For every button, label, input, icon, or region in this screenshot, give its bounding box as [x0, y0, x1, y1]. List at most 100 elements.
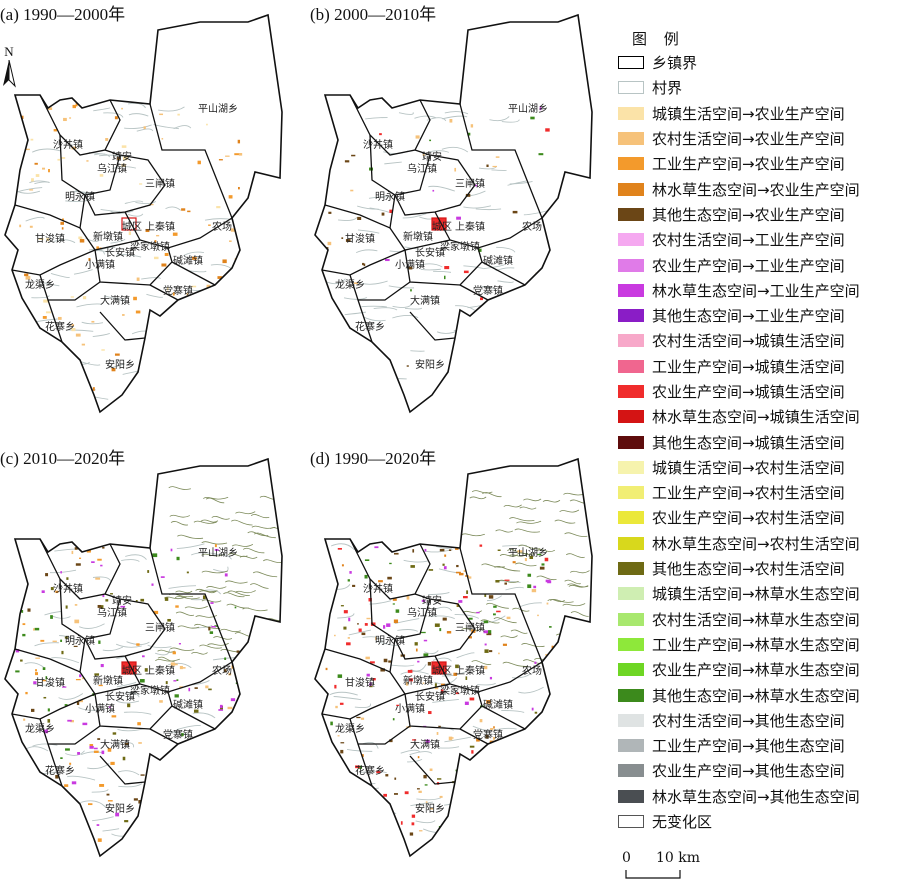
place-label: 党寨镇 [473, 284, 503, 297]
desert-patch [155, 658, 180, 662]
change-patch [407, 266, 413, 270]
village-boundary [127, 213, 144, 217]
place-label: 花寨乡 [355, 320, 385, 333]
village-boundary [102, 828, 120, 832]
change-patch [369, 685, 373, 688]
change-patch [62, 686, 67, 688]
change-patch [35, 174, 40, 177]
change-patch [410, 289, 412, 292]
change-patch [517, 771, 522, 773]
place-label: 碱滩镇 [173, 698, 203, 711]
village-boundary [501, 710, 525, 713]
legend-swatch [618, 815, 644, 829]
desert-patch [589, 649, 592, 653]
change-patch [355, 765, 360, 769]
change-patch [455, 664, 459, 669]
change-patch [425, 739, 430, 744]
change-patch [374, 546, 379, 549]
change-patch [69, 117, 72, 119]
legend-label: 林水草生态空间→其他生态空间 [652, 787, 860, 806]
change-patch [45, 573, 49, 577]
legend-label: 林水草生态空间→农村生活空间 [652, 534, 860, 553]
county-outline [314, 13, 593, 414]
change-patch [468, 576, 472, 579]
change-patch [226, 811, 231, 814]
change-patch [16, 145, 19, 147]
township-boundary [394, 598, 476, 660]
desert-patch [480, 619, 500, 624]
change-patch [481, 784, 486, 787]
change-patch [140, 774, 145, 776]
change-patch [537, 553, 542, 556]
change-patch [57, 158, 61, 161]
legend-swatch [618, 562, 644, 576]
legend-label: 无变化区 [652, 813, 713, 832]
change-patch [392, 598, 397, 601]
change-patch [189, 808, 193, 810]
change-patch [412, 549, 415, 553]
map-panel-d: (d) 1990—2020年 平山湖乡 沙井镇 乌江镇 靖安 三闸镇 明永镇 党寨镇 新墩镇长… [310, 444, 610, 884]
change-patch [139, 679, 145, 683]
change-patch [534, 661, 537, 664]
change-patch [16, 320, 20, 324]
change-patch [469, 697, 475, 701]
change-patch [409, 678, 413, 682]
change-patch [478, 248, 482, 252]
change-patch [341, 359, 346, 363]
change-patch [242, 788, 245, 793]
change-patch [519, 812, 525, 815]
change-patch [74, 619, 80, 624]
change-patch [537, 614, 539, 617]
scale-labels: 0 10 km [622, 850, 722, 868]
village-boundary [144, 838, 164, 843]
change-patch [468, 617, 473, 620]
change-patch [232, 804, 237, 807]
change-patch [436, 732, 439, 735]
change-patch [473, 835, 479, 840]
change-patch [151, 583, 154, 586]
change-patch [196, 371, 200, 374]
legend-label: 其他生态空间→农业生产空间 [652, 205, 845, 224]
change-patch [29, 189, 34, 191]
change-patch [234, 812, 237, 814]
desert-patch [521, 643, 545, 648]
change-patch [493, 605, 497, 608]
legend-item: 农业生产空间→其他生态空间 [618, 758, 900, 783]
change-patch [378, 580, 383, 583]
change-patch [237, 222, 242, 226]
change-patch [105, 599, 109, 602]
legend-swatch [618, 688, 644, 702]
change-patch [101, 750, 105, 755]
change-patch [361, 822, 364, 826]
change-patch [512, 210, 518, 214]
place-label: 农场 [212, 664, 232, 677]
village-boundary [355, 249, 378, 254]
desert-patch [584, 504, 592, 508]
legend-item: 工业生产空间→农业生产空间 [618, 151, 900, 176]
legend-label: 其他生态空间→林草水生态空间 [652, 686, 860, 705]
township-boundary [149, 284, 179, 301]
change-patch [409, 832, 414, 836]
change-patch [392, 718, 395, 721]
change-patch [496, 610, 501, 613]
township-boundary [481, 705, 526, 730]
village-boundary [125, 554, 147, 560]
change-patch [88, 258, 91, 261]
desert-patch [199, 590, 217, 594]
change-patch [170, 662, 176, 666]
change-patch [133, 798, 138, 801]
change-patch [470, 124, 474, 128]
change-patch [442, 563, 445, 566]
desert-patch [254, 532, 276, 539]
village-boundary [51, 657, 80, 664]
village-boundary [491, 814, 509, 819]
change-patch [389, 209, 393, 213]
village-boundary [170, 792, 189, 797]
change-patch [86, 160, 89, 162]
change-patch [325, 667, 328, 671]
change-patch [42, 679, 47, 682]
change-patch [357, 377, 361, 381]
change-patch [366, 673, 370, 677]
place-label: 碱滩镇 [483, 698, 513, 711]
village-boundary [416, 797, 442, 801]
